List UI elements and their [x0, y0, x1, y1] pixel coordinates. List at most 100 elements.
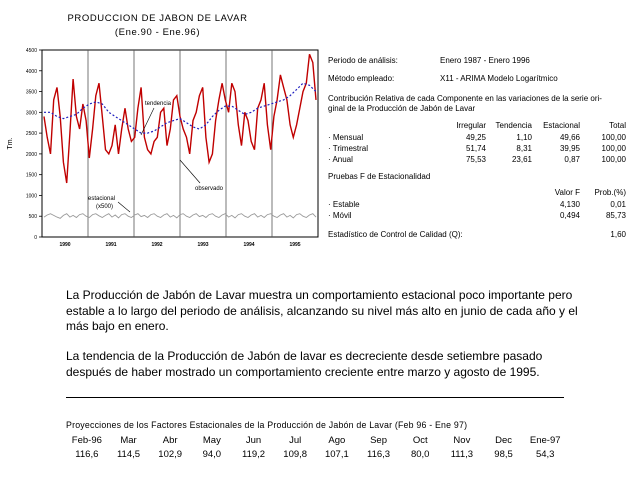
contrib-row-label: · Mensual [328, 133, 364, 142]
y-tick-label: 0 [34, 235, 37, 241]
contrib-cell: 1,10 [516, 133, 532, 142]
y-axis-label: Tm. [7, 137, 14, 149]
projection-value: 80,0 [410, 449, 430, 460]
pruebas-header: Prob.(%) [594, 188, 626, 197]
contrib-cell: 51,74 [465, 144, 486, 153]
contrib-header: Estacional [543, 121, 580, 130]
chart: 4500 4000 3500 3000 2500 2000 1500 1000 500 0 1990… [7, 48, 319, 248]
contrib-cell: 39,95 [559, 144, 580, 153]
pruebas-table: · Estable 4,130 0,01 · Móvil 0,494 85,73 [328, 200, 628, 222]
contrib-row-label: · Anual [328, 155, 353, 164]
pruebas-header-row: Valor F Prob.(%) [328, 188, 628, 198]
contrib-line-1: Contribución Relativa de cada Componente… [328, 94, 602, 103]
projection-value: 54,3 [535, 449, 555, 460]
projection-month: Jun [245, 435, 262, 446]
label-tendencia: tendencia [145, 101, 172, 107]
periodo-value: Enero 1987 - Enero 1996 [440, 56, 530, 65]
arrow-estacional [117, 201, 131, 213]
projection-value: 114,5 [116, 449, 141, 460]
label-estacional: estacional [88, 196, 115, 202]
paragraph-tendencia: La tendencia de la Producción de Jabón d… [66, 349, 543, 379]
y-tick-label: 1000 [26, 193, 37, 199]
chart-title-block: PRODUCCION DE JABON DE LAVAR (Ene.90 - E… [50, 12, 265, 40]
contrib-cell: 100,00 [601, 144, 626, 153]
series-estacional [43, 213, 317, 219]
contrib-cell: 49,25 [465, 133, 486, 142]
y-tick-label: 3500 [26, 90, 37, 96]
y-tick-label: 4000 [26, 69, 37, 75]
contrib-header: Irregular [456, 121, 486, 130]
calidad-value: 1,60 [610, 230, 626, 239]
contrib-row: · Trimestral 51,74 8,31 39,95 100,00 [328, 144, 628, 155]
label-observado: observado [195, 186, 224, 192]
y-tick-label: 4500 [26, 48, 37, 54]
y-tick-label: 1500 [26, 173, 37, 179]
analysis-info: Periodo de análisis: Enero 1987 - Enero … [328, 56, 628, 242]
pruebas-cell: 0,01 [610, 200, 626, 209]
projection-month: Oct [412, 435, 428, 446]
pruebas-row: · Móvil 0,494 85,73 [328, 211, 628, 222]
pruebas-row-label: · Móvil [328, 211, 352, 220]
y-tick-label: 2000 [26, 152, 37, 158]
contrib-row-label: · Trimestral [328, 144, 368, 153]
x-tick-label: 1990 [59, 242, 70, 248]
metodo-value: X11 - ARIMA Modelo Logarítmico [440, 74, 558, 83]
projection-month: Ene-97 [529, 435, 561, 446]
series-tendencia [44, 82, 317, 134]
pruebas-cell: 4,130 [559, 200, 580, 209]
projection-month: Feb-96 [71, 435, 102, 446]
contrib-header-row: Irregular Tendencia Estacional Total [328, 121, 628, 131]
contrib-cell: 49,66 [559, 133, 580, 142]
projection-value: 107,1 [324, 449, 349, 460]
x-tick-label: 1993 [197, 242, 208, 248]
contrib-table: · Mensual 49,25 1,10 49,66 100,00 · Trimestra… [328, 133, 628, 166]
chart-subtitle: (Ene.90 - Ene.96) [114, 27, 201, 38]
y-tick-label: 2500 [26, 131, 37, 137]
y-tick-label: 500 [29, 214, 38, 220]
projection-month: May [202, 435, 221, 446]
pruebas-cell: 0,494 [559, 211, 580, 220]
projection-month: Jul [289, 435, 302, 446]
contrib-row: · Anual 75,53 23,61 0,87 100,00 [328, 155, 628, 166]
projection-month: Ago [328, 435, 346, 446]
pruebas-cell: 85,73 [605, 211, 626, 220]
pruebas-header: Valor F [554, 188, 580, 197]
pruebas-title: Pruebas F de Estacionalidad [328, 172, 431, 181]
projection-value: 98,5 [494, 449, 513, 460]
x-tick-label: 1991 [105, 242, 116, 248]
contrib-cell: 75,53 [465, 155, 486, 164]
projection-value: 111,3 [450, 449, 474, 460]
contrib-cell: 100,00 [601, 133, 626, 142]
projection-month: Abr [162, 435, 178, 446]
projection-value: 109,8 [283, 449, 308, 460]
calidad-label: Estadístico de Control de Calidad (Q): [328, 230, 463, 239]
y-tick-label: 3000 [26, 110, 37, 116]
projections-title: Proyecciones de los Factores Estacionale… [66, 420, 468, 430]
pruebas-row: · Estable 4,130 0,01 [328, 200, 628, 211]
projection-value: 119,2 [241, 449, 266, 460]
projections-months: Feb-96 Mar Abr May Jun Jul Ago Sep Oct Nov Dec Ene-… [66, 435, 566, 446]
projection-month: Nov [453, 435, 471, 446]
label-estacional-scale: (x500) [96, 204, 113, 210]
x-tick-label: 1995 [289, 242, 300, 248]
projections-values: 116,6 114,5 102,9 94,0 119,2 109,8 107,1 116,3 8… [66, 449, 566, 460]
contrib-cell: 0,87 [564, 155, 580, 164]
projection-month: Sep [370, 435, 387, 446]
series-observado [43, 53, 317, 184]
divider [66, 397, 564, 398]
projection-value: 102,9 [158, 449, 183, 460]
contrib-header: Total [609, 121, 626, 130]
periodo-label: Periodo de análisis: [328, 56, 398, 65]
pruebas-row-label: · Estable [328, 200, 360, 209]
contrib-line-2: ginal de la Producción de Jabón de Lavar [328, 104, 476, 113]
arrow-observado [179, 159, 201, 184]
contrib-cell: 23,61 [511, 155, 532, 164]
calidad-row: Estadístico de Control de Calidad (Q): 1… [328, 230, 628, 242]
chart-title: PRODUCCION DE JABON DE LAVAR [67, 13, 248, 24]
x-tick-label: 1994 [243, 242, 254, 248]
contrib-row: · Mensual 49,25 1,10 49,66 100,00 [328, 133, 628, 144]
paragraph-estacional: La Producción de Jabón de Lavar muestra … [66, 288, 578, 333]
projection-value: 116,6 [75, 449, 99, 460]
x-tick-label: 1992 [151, 242, 162, 248]
contrib-header: Tendencia [495, 121, 532, 130]
